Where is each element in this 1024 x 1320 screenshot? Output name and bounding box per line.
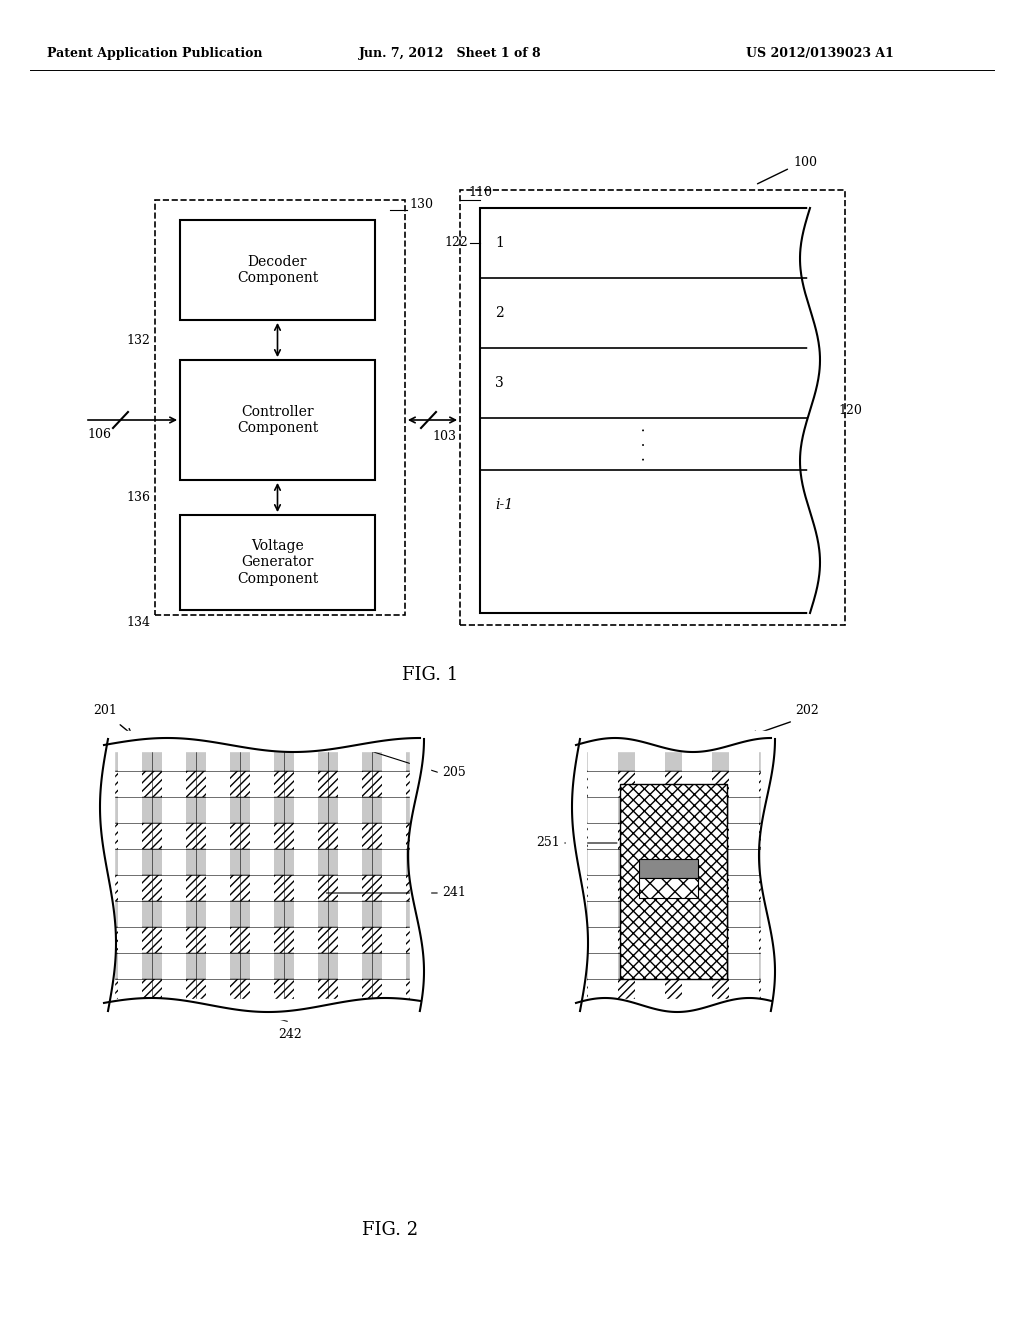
- Text: 2: 2: [495, 306, 504, 319]
- Text: 130: 130: [409, 198, 433, 211]
- Bar: [580, 771, 767, 797]
- Bar: [620, 784, 727, 979]
- Bar: [635, 744, 665, 1005]
- Bar: [108, 744, 416, 771]
- Bar: [180, 360, 375, 480]
- Text: 110: 110: [468, 186, 492, 198]
- Bar: [580, 902, 767, 927]
- Bar: [580, 822, 767, 849]
- Bar: [108, 927, 416, 953]
- Text: 134: 134: [126, 615, 150, 628]
- Bar: [729, 744, 759, 1005]
- Text: 205: 205: [442, 767, 466, 780]
- Bar: [108, 771, 416, 797]
- Bar: [580, 953, 767, 979]
- Text: Decoder
Component: Decoder Component: [237, 255, 318, 285]
- Bar: [108, 797, 416, 822]
- Text: 100: 100: [793, 156, 817, 169]
- Text: 241: 241: [442, 887, 466, 899]
- Text: 103: 103: [432, 429, 456, 442]
- Text: 122: 122: [444, 236, 468, 249]
- Text: ·  ·  ·: · · ·: [638, 426, 652, 461]
- Text: 242: 242: [279, 1028, 302, 1041]
- Bar: [589, 744, 618, 1005]
- Bar: [294, 744, 318, 1005]
- Text: 252: 252: [706, 862, 727, 875]
- Text: FIG. 1: FIG. 1: [401, 667, 458, 684]
- Text: 251: 251: [537, 837, 560, 850]
- Bar: [155, 201, 406, 615]
- Text: 106: 106: [87, 429, 111, 441]
- Text: 132: 132: [126, 334, 150, 346]
- Text: 202: 202: [795, 704, 819, 717]
- Bar: [108, 902, 416, 927]
- Bar: [580, 849, 767, 875]
- Bar: [639, 859, 698, 878]
- Bar: [108, 875, 416, 902]
- Bar: [118, 744, 142, 1005]
- Bar: [108, 849, 416, 875]
- Bar: [108, 822, 416, 849]
- Bar: [580, 875, 767, 902]
- Bar: [580, 797, 767, 822]
- Bar: [162, 744, 186, 1005]
- Text: FIG. 2: FIG. 2: [361, 1221, 418, 1239]
- Bar: [108, 953, 416, 979]
- Bar: [682, 744, 712, 1005]
- Bar: [206, 744, 230, 1005]
- Text: US 2012/0139023 A1: US 2012/0139023 A1: [746, 46, 894, 59]
- Bar: [639, 878, 698, 899]
- Text: 120: 120: [838, 404, 862, 417]
- Bar: [580, 979, 767, 1005]
- Bar: [180, 515, 375, 610]
- Text: 3: 3: [495, 376, 504, 389]
- Bar: [180, 220, 375, 319]
- Text: Voltage
Generator
Component: Voltage Generator Component: [237, 540, 318, 586]
- Bar: [580, 744, 767, 771]
- Bar: [338, 744, 362, 1005]
- Bar: [382, 744, 407, 1005]
- Text: Jun. 7, 2012   Sheet 1 of 8: Jun. 7, 2012 Sheet 1 of 8: [358, 46, 542, 59]
- Bar: [480, 209, 810, 612]
- Text: 201: 201: [93, 704, 117, 717]
- Bar: [460, 190, 845, 624]
- Text: 136: 136: [126, 491, 150, 504]
- Bar: [108, 979, 416, 1005]
- Bar: [580, 927, 767, 953]
- Text: Patent Application Publication: Patent Application Publication: [47, 46, 263, 59]
- Bar: [250, 744, 274, 1005]
- Text: Controller
Component: Controller Component: [237, 405, 318, 436]
- Text: 1: 1: [495, 236, 504, 249]
- Text: 253: 253: [706, 882, 728, 895]
- Text: i-1: i-1: [495, 498, 513, 512]
